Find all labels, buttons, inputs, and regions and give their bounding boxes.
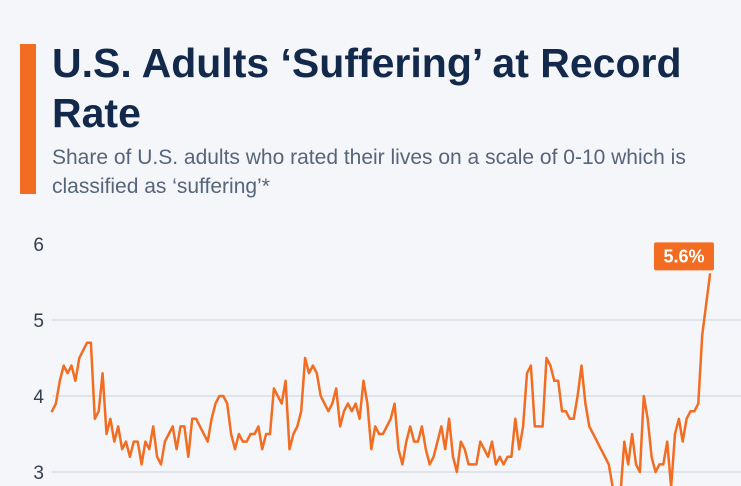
chart-title: U.S. Adults ‘Suffering’ at Record Rate: [52, 40, 682, 136]
y-axis-ticks: 3 4 5 6: [33, 235, 44, 484]
end-value-callout: 5.6%: [654, 242, 714, 271]
y-tick-label-5: 5: [33, 311, 44, 332]
chart-subtitle: Share of U.S. adults who rated their liv…: [52, 146, 686, 198]
y-tick-label-3: 3: [33, 463, 44, 484]
gridlines: [52, 319, 741, 473]
accent-bar: [20, 44, 36, 194]
y-tick-label-4: 4: [33, 387, 44, 408]
end-value-label: 5.6%: [663, 246, 704, 266]
series-line: [50, 273, 712, 486]
end-value-box: [654, 242, 714, 271]
y-tick-label-6: 6: [33, 235, 44, 256]
